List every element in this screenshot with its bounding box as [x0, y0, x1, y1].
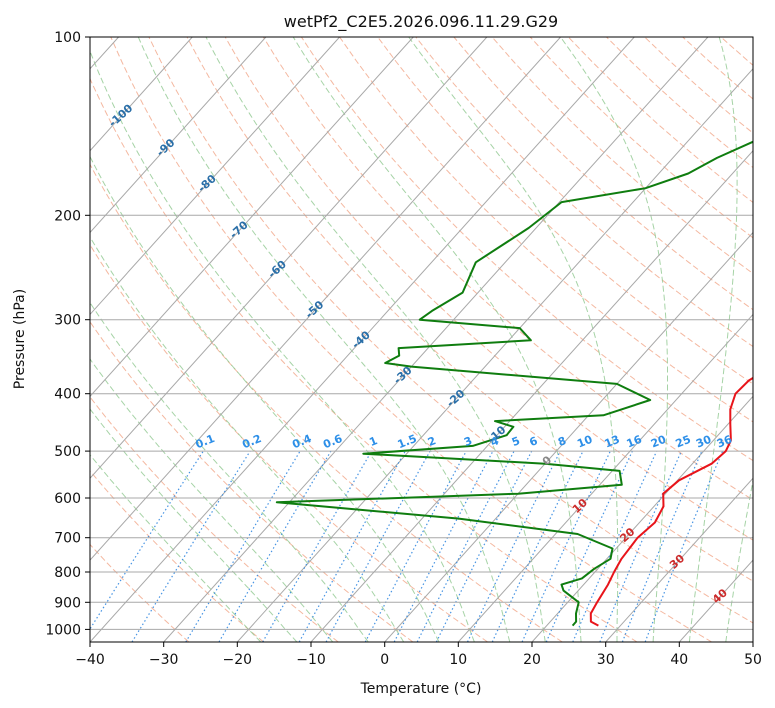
moist-adiabat [90, 358, 334, 642]
mixing-ratio-line [644, 450, 724, 642]
mixing-ratio-label: 20 [649, 433, 668, 451]
mixing-ratio-label: 25 [674, 433, 693, 451]
isotherm-line [457, 313, 753, 642]
mixing-ratio-label: 10 [575, 433, 594, 451]
isotherm-line [236, 68, 753, 642]
x-tick-label: −30 [149, 652, 179, 668]
profile-series [275, 140, 753, 627]
isotherm-line [90, 37, 635, 642]
y-tick-label: 900 [54, 595, 81, 611]
moist-adiabat [90, 155, 440, 642]
mixing-ratio-line [572, 450, 658, 642]
isotherm-line [90, 37, 340, 316]
isotherm-line [310, 149, 753, 642]
y-axis-label: Pressure (hPa) [12, 289, 28, 389]
y-tick-label: 700 [54, 531, 81, 547]
plot-frame [89, 36, 754, 643]
x-tick-label: 20 [523, 652, 541, 668]
x-tick-label: 50 [744, 652, 762, 668]
isotherm-line [90, 37, 414, 398]
dry-adiabat [90, 243, 488, 642]
mixing-ratio-label: 16 [625, 433, 644, 451]
x-tick-label: 40 [670, 652, 688, 668]
moist-adiabat [560, 37, 668, 642]
mixing-ratio-line [599, 450, 682, 642]
dry-adiabat [262, 37, 753, 501]
dry-adiabat [110, 37, 712, 642]
dry-adiabat [300, 37, 753, 462]
dry-adiabat [377, 37, 753, 385]
dry-adiabat [90, 470, 264, 642]
moist-adiabat [137, 37, 511, 642]
isotherm-line [605, 477, 753, 642]
mixing-ratio-label: 8 [556, 434, 568, 449]
moist-adiabat [90, 49, 475, 642]
mixing-ratio-line [621, 450, 703, 642]
moist-adiabat [408, 37, 619, 642]
y-tick-label: 800 [54, 565, 81, 581]
isotherm-line [163, 37, 709, 642]
moist-adiabat [205, 37, 546, 642]
isotherm-line [531, 395, 753, 642]
isotherm-line [90, 37, 488, 479]
moist-adiabat [90, 454, 262, 642]
y-tick-label: 1000 [45, 622, 81, 638]
isotherm-line [384, 231, 753, 642]
y-tick-label: 100 [54, 30, 81, 46]
y-axis: 100 200 300 400 500 600 700 800 900 1000 [45, 30, 90, 638]
mixing-ratio-label: 5 [510, 434, 522, 449]
x-tick-label: 30 [597, 652, 615, 668]
mixing-ratio-label: 1 [367, 434, 379, 449]
y-tick-label: 600 [54, 491, 81, 507]
mixing-ratio-label: 36 [715, 433, 734, 451]
x-tick-label: −10 [296, 652, 326, 668]
moist-adiabat [688, 37, 738, 642]
dewpoint-profile [275, 140, 753, 627]
moist-adiabat [90, 236, 405, 642]
dry-adiabat [415, 37, 753, 348]
y-tick-label: 200 [54, 208, 81, 224]
x-axis: −40 −30 −20 −10 0 10 20 30 40 50 [75, 642, 762, 668]
x-tick-label: −40 [75, 652, 105, 668]
mixing-ratio-label: 3 [462, 434, 474, 449]
mixing-ratio-label: 30 [694, 433, 713, 451]
x-tick-label: 10 [449, 652, 467, 668]
isotherm-line [90, 37, 267, 234]
mixing-ratio-line [545, 450, 633, 642]
dry-adiabat [148, 37, 753, 624]
y-tick-label: 300 [54, 313, 81, 329]
isotherm-line [90, 37, 561, 561]
mixing-ratio-line [90, 450, 204, 631]
y-tick-label: 500 [54, 444, 81, 460]
x-tick-label: 0 [380, 652, 389, 668]
mixing-ratio-line [325, 450, 431, 642]
mixing-ratio-label: 2 [426, 434, 438, 449]
temperature-profile [589, 376, 753, 627]
chart-title: wetPf2_C2E5.2026.096.11.29.G29 [284, 12, 558, 32]
isotherm-line [90, 37, 193, 152]
mixing-ratio-line [364, 450, 467, 642]
mixing-ratio-label: 13 [603, 433, 622, 451]
mixing-ratio-line [131, 450, 251, 642]
y-tick-label: 400 [54, 387, 81, 403]
mixing-ratio-line [298, 450, 406, 642]
dry-adiabat [90, 163, 563, 642]
x-tick-label: −20 [223, 652, 253, 668]
dry-adiabat [90, 77, 638, 642]
x-axis-label: Temperature (°C) [360, 681, 482, 697]
